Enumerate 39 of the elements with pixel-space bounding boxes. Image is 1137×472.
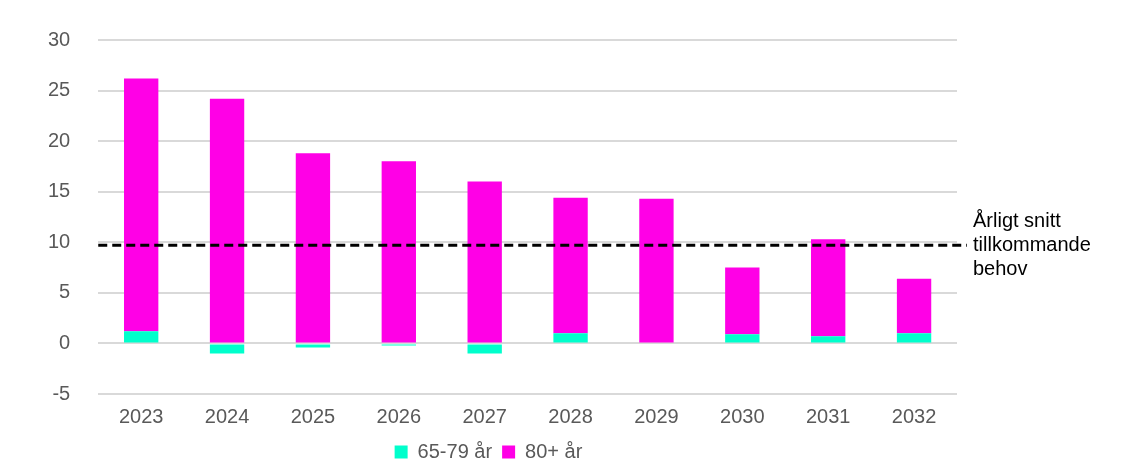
bar [295, 344, 331, 348]
bar [124, 78, 159, 332]
y-tick-label: 25 [48, 78, 71, 101]
x-tick-label: 2024 [204, 404, 250, 427]
x-tick-label: 2029 [634, 404, 679, 427]
bar [381, 161, 416, 343]
x-tick-label: 2032 [891, 404, 937, 427]
bar [639, 198, 674, 343]
bar [467, 181, 502, 343]
y-tick-label: 20 [48, 128, 71, 151]
bar [896, 333, 932, 343]
x-tick-label: 2025 [290, 404, 336, 427]
bar [811, 336, 846, 343]
ref-line-label: Årligt snitt tillkommande behov [973, 208, 1091, 279]
bar [209, 344, 245, 354]
y-tick-label: -5 [52, 381, 71, 404]
bar [725, 267, 760, 335]
y-tick-label: 15 [48, 179, 71, 202]
y-tick-label: 5 [59, 280, 71, 303]
x-tick-label: 2031 [805, 404, 851, 427]
x-tick-label: 2023 [118, 404, 164, 427]
bar [553, 197, 588, 334]
bar [467, 344, 502, 354]
x-tick-label: 2028 [548, 404, 593, 427]
bar [811, 239, 846, 337]
x-tick-label: 2026 [376, 404, 422, 427]
y-tick-label: 10 [48, 229, 71, 252]
bar [209, 98, 245, 343]
bar [896, 278, 932, 334]
bar [124, 331, 159, 343]
y-tick-label: 0 [59, 330, 71, 353]
legend-label: 65-79 år [417, 439, 493, 462]
y-tick-label: 30 [48, 27, 71, 50]
x-tick-label: 2027 [462, 404, 507, 427]
bar [295, 153, 331, 343]
bar [553, 333, 588, 343]
x-tick-label: 2030 [720, 404, 765, 427]
legend-label: 80+ år [525, 439, 583, 462]
bar [725, 334, 760, 343]
